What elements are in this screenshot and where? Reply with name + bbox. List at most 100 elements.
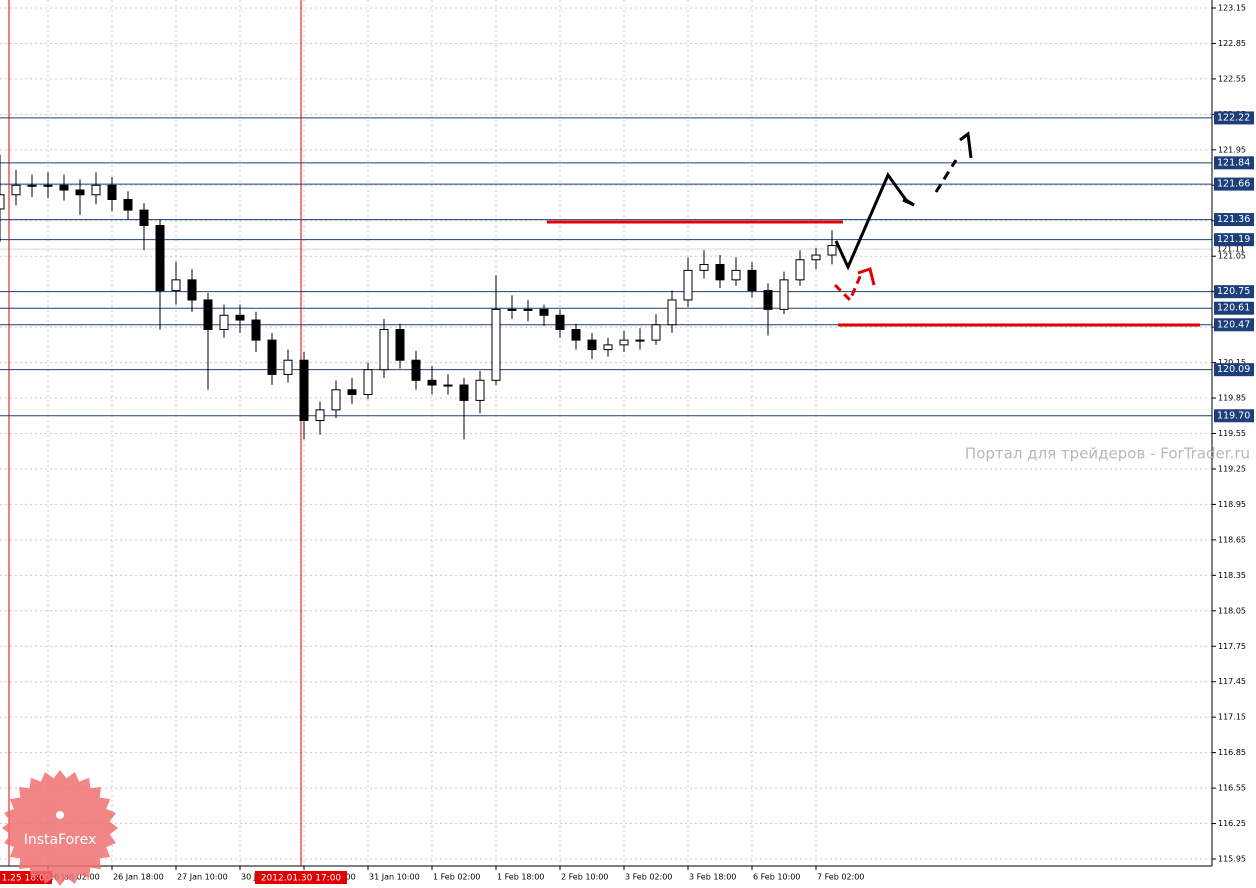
candle-body [43, 184, 53, 187]
level-tag [1214, 318, 1254, 332]
y-tick-label: 122.85 [1218, 39, 1246, 48]
candle-body [443, 384, 453, 387]
candle-body [619, 339, 629, 346]
candle-body [475, 379, 485, 401]
candle-body [459, 384, 469, 401]
candle-body [267, 339, 277, 375]
marker-label: 2012.01.30 17:00 [261, 874, 342, 884]
y-tick-label: 118.65 [1218, 535, 1246, 544]
candle-body [11, 184, 21, 196]
alt-arrow-head [857, 267, 876, 286]
candle-body [139, 209, 149, 226]
level-tag [1214, 177, 1254, 191]
candle-body [683, 269, 693, 301]
marker-label: 1.25 16:00 [2, 874, 51, 884]
candle-body [747, 269, 757, 291]
candle-body [763, 289, 773, 310]
level-label: 120.47 [1217, 319, 1250, 330]
candle-body [395, 328, 405, 361]
candle-body [75, 189, 85, 196]
y-tick-label: 119.85 [1218, 394, 1246, 403]
level-tag [1214, 301, 1254, 315]
y-tick-label: 117.75 [1218, 642, 1246, 651]
y-tick-label: 123.15 [1218, 4, 1246, 13]
candle-body [491, 308, 501, 381]
candle-body [107, 184, 117, 200]
y-tick-label: 117.45 [1218, 677, 1246, 686]
x-tick-label: 1 Feb 18:00 [497, 873, 544, 882]
y-tick-label: 121.05 [1218, 252, 1246, 261]
candle-body [0, 194, 5, 210]
forecast-arrow-dashed [934, 159, 958, 193]
logo-icon [56, 811, 64, 819]
candle-body [555, 314, 565, 330]
candle-body [411, 359, 421, 381]
candle-body [59, 184, 69, 191]
candle-body [299, 359, 309, 421]
candle-body [571, 328, 581, 341]
candle-body [715, 263, 725, 281]
candle-body [651, 324, 661, 341]
logo-badge [2, 770, 118, 886]
candle-body [811, 254, 821, 261]
candle-body [667, 299, 677, 326]
candle-body [171, 279, 181, 291]
y-tick-label: 122.55 [1218, 74, 1246, 83]
level-label: 121.36 [1217, 214, 1250, 225]
candle-body [779, 279, 789, 310]
level-label: 120.61 [1217, 303, 1250, 314]
candle-body [507, 308, 517, 311]
level-tag [1214, 409, 1254, 423]
candle-body [699, 263, 709, 271]
y-tick-label: 116.25 [1218, 819, 1246, 828]
level-label: 121.84 [1217, 157, 1250, 168]
level-tag [1214, 213, 1254, 227]
arrow-head [959, 131, 973, 159]
y-tick-label: 118.05 [1218, 606, 1246, 615]
candle-body [315, 409, 325, 421]
alt-arrow [833, 271, 864, 303]
x-tick-label: 7 Feb 02:00 [817, 873, 864, 882]
y-tick-label: 119.25 [1218, 464, 1246, 473]
logo-text: InstaForex [24, 832, 97, 848]
x-tick-label: 3 Feb 02:00 [625, 873, 672, 882]
x-tick-label: 26 Jan 18:00 [113, 873, 164, 882]
y-tick-label: 117.15 [1218, 713, 1246, 722]
candle-body [427, 379, 437, 386]
x-tick-label: 1 Feb 02:00 [433, 873, 480, 882]
watermark: Портал для трейдеров - ForTrader.ru [965, 445, 1250, 463]
candle-body [123, 198, 133, 211]
level-label: 122.22 [1217, 112, 1250, 123]
level-label: 121.19 [1217, 234, 1250, 245]
level-tag [1214, 156, 1254, 170]
level-label: 121.66 [1217, 179, 1250, 190]
forecast-arrow [834, 171, 915, 271]
y-tick-label: 120.15 [1218, 358, 1246, 367]
y-tick-label: 119.55 [1218, 429, 1246, 438]
x-tick-label: 31 Jan 10:00 [369, 873, 420, 882]
y-tick-label: 118.35 [1218, 571, 1246, 580]
level-label: 120.09 [1217, 364, 1250, 375]
last-price-label: 121.11 [1217, 245, 1245, 254]
candle-body [523, 308, 533, 311]
candle-body [203, 299, 213, 330]
drawings [547, 131, 1200, 327]
candle-body [587, 339, 597, 351]
candle-body [219, 314, 229, 330]
x-tick-label: 27 Jan 10:00 [177, 873, 228, 882]
marker-tag [255, 871, 347, 884]
candle-body [539, 308, 549, 316]
candle-body [235, 314, 245, 321]
level-tag [1214, 363, 1254, 377]
y-tick-label: 116.55 [1218, 784, 1246, 793]
candle-body [379, 328, 389, 371]
y-tick-label: 115.95 [1218, 855, 1246, 864]
level-tag [1214, 285, 1254, 299]
candle-body [283, 359, 293, 375]
candle-body [635, 339, 645, 342]
y-tick-label: 118.95 [1218, 500, 1246, 509]
x-tick-label: 6 Feb 10:00 [753, 873, 800, 882]
candle-body [187, 279, 197, 301]
level-tag [1214, 111, 1254, 125]
